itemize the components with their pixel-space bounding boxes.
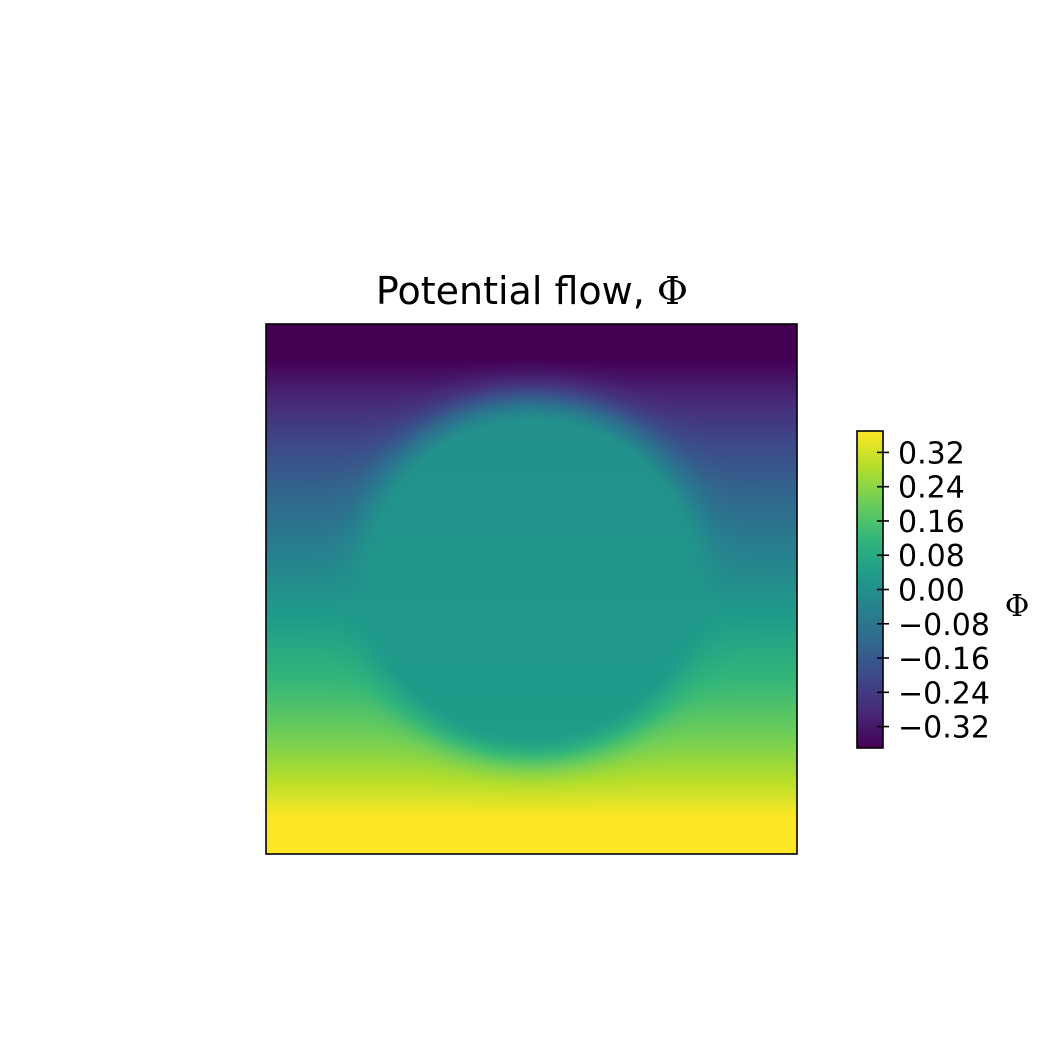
colorbar-tick-label: −0.24 bbox=[898, 676, 990, 711]
colorbar-tick-label: 0.24 bbox=[898, 471, 965, 506]
plot-frame bbox=[265, 323, 798, 855]
colorbar-label: Φ bbox=[1005, 589, 1030, 624]
heatmap-area bbox=[265, 323, 798, 855]
colorbar-tick-label: 0.00 bbox=[898, 574, 965, 609]
colorbar-tick-label: −0.16 bbox=[898, 642, 990, 677]
colorbar: 0.320.240.160.080.00−0.08−0.16−0.24−0.32… bbox=[856, 430, 1030, 749]
chart-title-text: Potential flow, bbox=[376, 269, 657, 313]
heatmap-image bbox=[266, 324, 797, 854]
colorbar-tick-label: 0.32 bbox=[898, 436, 965, 471]
colorbar-tick-label: −0.08 bbox=[898, 608, 990, 643]
colorbar-tick-label: −0.32 bbox=[898, 711, 990, 746]
chart-title-symbol: Φ bbox=[657, 269, 688, 313]
colorbar-tick-label: 0.16 bbox=[898, 505, 965, 540]
chart-title: Potential flow, Φ bbox=[376, 269, 688, 313]
colorbar-ticks: 0.320.240.160.080.00−0.08−0.16−0.24−0.32 bbox=[877, 436, 990, 746]
colorbar-tick-label: 0.08 bbox=[898, 539, 965, 574]
